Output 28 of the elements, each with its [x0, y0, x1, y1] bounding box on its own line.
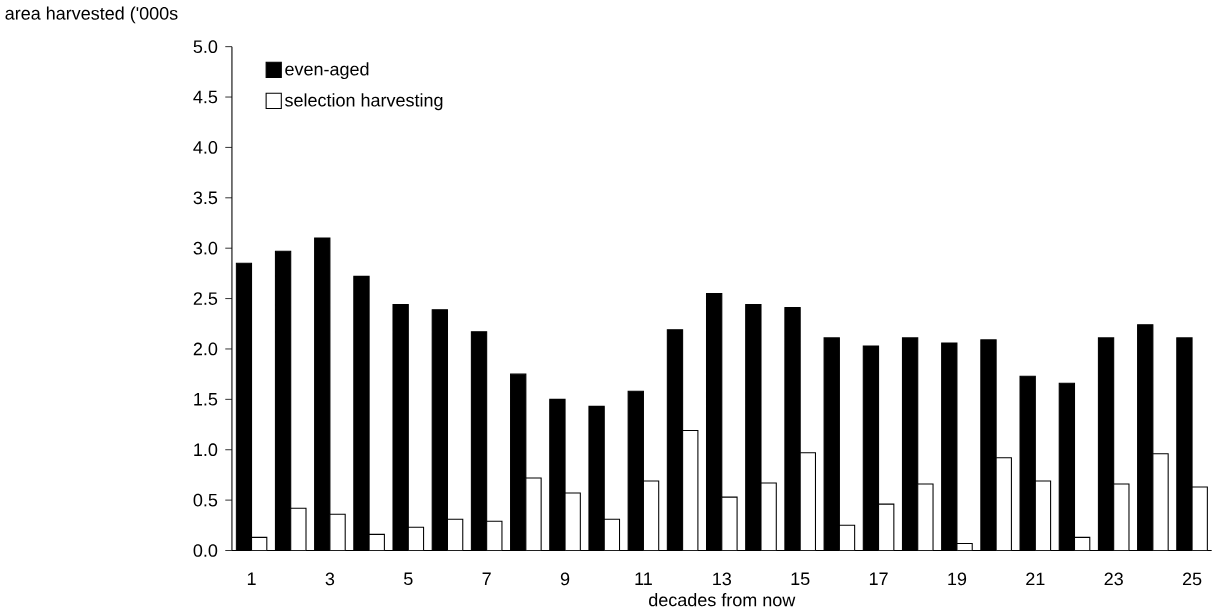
y-tick-label: 5.0: [193, 40, 218, 53]
y-tick-label: 4.0: [193, 140, 218, 154]
x-axis-title: decades from now: [649, 593, 796, 607]
x-tick-label: 19: [948, 572, 967, 586]
x-tick-label: 11: [635, 572, 652, 585]
x-tick-label: 25: [1182, 572, 1202, 586]
x-tick-label: 13: [713, 572, 732, 586]
legend-label: selection harvesting: [285, 93, 443, 111]
y-tick-label: 2.0: [193, 342, 218, 356]
y-tick-label: 0.5: [193, 493, 218, 507]
x-tick-label: 5: [404, 572, 413, 586]
x-tick-label: 23: [1104, 572, 1123, 586]
x-tick-label: 3: [325, 572, 335, 586]
y-tick-label: 3.0: [193, 241, 218, 255]
x-tick-label: 9: [560, 572, 570, 586]
y-tick-label: 4.5: [193, 90, 218, 104]
x-tick-label: 1: [247, 572, 256, 585]
y-tick-label: 3.5: [193, 191, 218, 205]
y-tick-label: 1.0: [194, 443, 218, 457]
y-tick-label: 2.5: [193, 292, 218, 305]
y-tick-label: 0.0: [193, 544, 218, 557]
x-tick-label: 21: [1026, 572, 1045, 586]
y-tick-label: 1.5: [194, 393, 218, 406]
x-tick-label: 7: [482, 572, 491, 585]
x-tick-label: 17: [869, 572, 888, 585]
y-axis-title: area harvested ('000s: [5, 6, 178, 24]
legend-label: even-aged: [285, 62, 369, 80]
x-tick-label: 15: [791, 572, 810, 586]
